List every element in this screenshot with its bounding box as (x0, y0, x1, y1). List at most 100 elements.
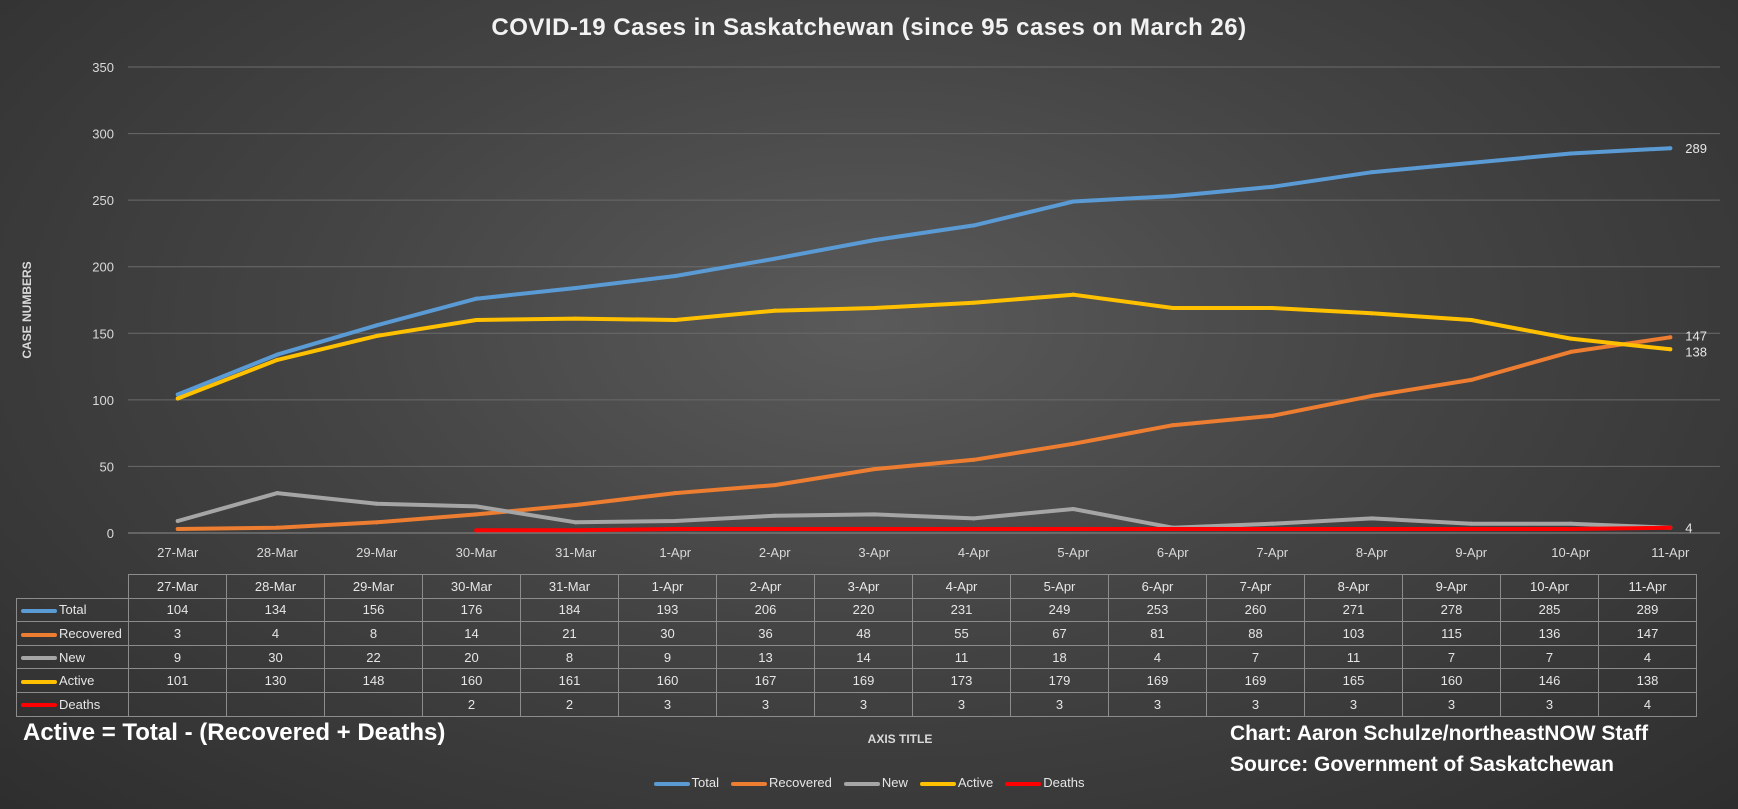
data-point-recovered (1071, 441, 1076, 446)
data-point-recovered (1568, 349, 1573, 354)
data-point-recovered (573, 503, 578, 508)
y-tick-label: 350 (92, 60, 114, 75)
data-point-active (474, 317, 479, 322)
table-cell: 55 (912, 621, 1011, 646)
table-cell: 169 (1206, 668, 1305, 693)
series-line-total (175, 146, 1673, 397)
table-cell: 134 (226, 597, 325, 623)
data-point-total (474, 296, 479, 301)
x-tick-label: 2-Apr (759, 545, 791, 560)
data-point-total (971, 223, 976, 228)
data-point-deaths (1369, 527, 1374, 532)
data-point-total (374, 323, 379, 328)
data-point-total (1071, 199, 1076, 204)
table-cell: 2 (422, 691, 521, 717)
data-point-new (1369, 516, 1374, 521)
table-cell (226, 691, 325, 717)
data-point-active (971, 300, 976, 305)
x-tick-label: 8-Apr (1356, 545, 1388, 560)
table-cell: 81 (1108, 621, 1207, 646)
data-point-deaths (474, 528, 479, 533)
data-point-active (1170, 305, 1175, 310)
table-cell: 289 (1598, 597, 1697, 623)
table-cell: 278 (1402, 597, 1501, 623)
data-point-total (1568, 151, 1573, 156)
x-tick-label: 30-Mar (456, 545, 498, 560)
table-header-cell: 5-Apr (1010, 574, 1109, 599)
data-point-deaths (1469, 527, 1474, 532)
data-point-total (1668, 146, 1673, 151)
data-point-recovered (374, 520, 379, 525)
table-cell: 161 (520, 668, 619, 693)
data-point-active (1568, 336, 1573, 341)
x-tick-label: 3-Apr (858, 545, 890, 560)
table-row-label: New (16, 644, 129, 670)
table-cell: 271 (1304, 597, 1403, 623)
table-header-cell: 28-Mar (226, 574, 325, 599)
series-name: New (59, 649, 86, 665)
series-name: Active (59, 673, 95, 689)
data-point-deaths (872, 527, 877, 532)
table-cell: 101 (128, 668, 227, 693)
table-cell: 260 (1206, 597, 1305, 623)
legend-label: Total (691, 775, 719, 790)
table-cell: 160 (618, 668, 717, 693)
data-point-recovered (673, 491, 678, 496)
data-point-new (673, 519, 678, 524)
data-point-total (1270, 184, 1275, 189)
data-table: 27-Mar 28-Mar 29-Mar 30-Mar 31-Mar 1-Apr 2-Apr… (16, 574, 1697, 717)
table-row: Active 101 130 148 160 161 160 167 169 173 179 169 1… (16, 668, 1697, 693)
table-cell: 67 (1010, 621, 1109, 646)
data-point-total (573, 286, 578, 291)
legend-key-icon (21, 632, 57, 637)
table-cell: 3 (618, 691, 717, 717)
table-cell: 4 (226, 621, 325, 646)
data-label-active: 138 (1685, 344, 1707, 359)
table-cell: 146 (1500, 668, 1599, 693)
table-cell: 3 (716, 691, 815, 717)
x-tick-label: 31-Mar (555, 545, 597, 560)
series-line-new (175, 491, 1673, 530)
y-tick-label: 100 (92, 393, 114, 408)
table-cell: 13 (716, 644, 815, 670)
table-cell: 184 (520, 597, 619, 623)
data-point-deaths (673, 527, 678, 532)
data-point-total (772, 256, 777, 261)
table-cell (128, 691, 227, 717)
table-cell: 160 (422, 668, 521, 693)
data-point-recovered (175, 527, 180, 532)
x-axis-title: AXIS TITLE (867, 732, 933, 746)
legend-item-total: Total (653, 775, 719, 790)
legend-label: Active (957, 775, 994, 790)
series-line-recovered (175, 335, 1673, 531)
data-point-new (474, 504, 479, 509)
y-tick-label: 200 (92, 260, 114, 275)
x-tick-label: 27-Mar (157, 545, 199, 560)
table-header-cell: 4-Apr (912, 574, 1011, 599)
table-header-cell: 11-Apr (1598, 574, 1697, 599)
table-cell: 136 (1500, 621, 1599, 646)
table-row: Recovered 3 4 8 14 21 30 36 48 55 67 81 88 103 115 136 1… (16, 621, 1697, 646)
legend-swatch-icon (730, 781, 767, 786)
table-cell: 148 (324, 668, 423, 693)
table-cell: 206 (716, 597, 815, 623)
table-cell: 169 (1108, 668, 1207, 693)
data-point-deaths (1270, 527, 1275, 532)
table-cell: 3 (1304, 691, 1403, 717)
data-point-total (872, 238, 877, 243)
table-header-cell: 9-Apr (1402, 574, 1501, 599)
table-row: Total 104 134 156 176 184 193 206 220 231 249 253 26… (16, 597, 1697, 623)
table-cell: 9 (128, 644, 227, 670)
table-cell: 11 (1304, 644, 1403, 670)
x-tick-label: 5-Apr (1057, 545, 1089, 560)
table-cell: 3 (1500, 691, 1599, 717)
table-cell: 249 (1010, 597, 1109, 623)
data-point-deaths (1568, 527, 1573, 532)
table-cell: 3 (814, 691, 913, 717)
x-tick-label: 9-Apr (1455, 545, 1487, 560)
data-point-recovered (1668, 335, 1673, 340)
table-cell: 115 (1402, 621, 1501, 646)
legend-item-active: Active (919, 775, 994, 790)
table-header-cell: 2-Apr (716, 574, 815, 599)
table-cell: 169 (814, 668, 913, 693)
